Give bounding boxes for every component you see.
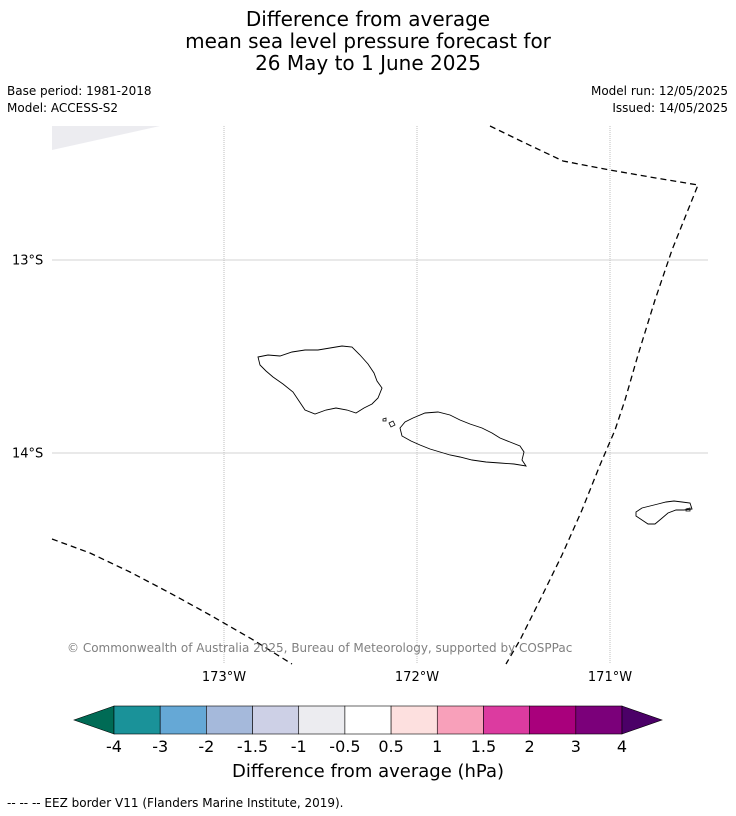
island-tutuila bbox=[635, 500, 693, 525]
colorbar-cell bbox=[252, 705, 300, 735]
model-text: Model: ACCESS-S2 bbox=[7, 101, 119, 115]
title-line-2: mean sea level pressure forecast for bbox=[185, 29, 551, 53]
pressure-anomaly-shading bbox=[52, 126, 160, 150]
eez-border-southwest bbox=[51, 538, 293, 665]
lon-label-172w: 172°W bbox=[394, 670, 440, 685]
colorbar-cell bbox=[298, 705, 346, 735]
colorbar-cell bbox=[159, 705, 207, 735]
chart-title: Difference from average mean sea level p… bbox=[0, 8, 736, 74]
model-run-text: Model run: 12/05/2025 bbox=[590, 84, 728, 98]
colorbar-tick-label: 3 bbox=[570, 737, 581, 756]
island-aunuu bbox=[685, 507, 691, 512]
colorbar-tick-label: -2 bbox=[198, 737, 215, 756]
base-period-text: Base period: 1981-2018 bbox=[7, 84, 152, 98]
lon-label-171w: 171°W bbox=[587, 670, 633, 685]
colorbar-cell bbox=[436, 705, 484, 735]
colorbar bbox=[73, 705, 663, 735]
title-line-1: Difference from average bbox=[245, 7, 491, 31]
colorbar-cell bbox=[529, 705, 577, 735]
eez-legend-note: -- -- -- EEZ border V11 (Flanders Marine… bbox=[7, 796, 344, 810]
colorbar-tick-label: -0.5 bbox=[329, 737, 361, 756]
colorbar-cell bbox=[344, 705, 392, 735]
colorbar-tick-label: -1.5 bbox=[236, 737, 269, 756]
colorbar-title: Difference from average (hPa) bbox=[231, 761, 505, 782]
issued-text: Issued: 14/05/2025 bbox=[612, 101, 728, 115]
island-savaii bbox=[257, 345, 383, 415]
meta-left: Base period: 1981-2018 Model: ACCESS-S2 bbox=[7, 83, 152, 117]
colorbar-cell bbox=[483, 705, 530, 735]
colorbar-tick-label: -3 bbox=[152, 737, 169, 756]
colorbar-extend-high bbox=[621, 705, 663, 735]
colorbar-cell bbox=[575, 705, 623, 735]
colorbar-cell bbox=[390, 705, 438, 735]
colorbar-tick-label: 1.5 bbox=[470, 737, 497, 756]
colorbar-tick-label: -1 bbox=[290, 737, 307, 756]
meta-right: Model run: 12/05/2025 Issued: 14/05/2025 bbox=[591, 83, 728, 117]
colorbar-extend-low bbox=[73, 705, 115, 735]
colorbar-tick-label: 0.5 bbox=[378, 737, 404, 756]
colorbar-tick-label: 4 bbox=[616, 737, 628, 756]
colorbar-cell bbox=[113, 705, 161, 735]
colorbar-cell bbox=[206, 705, 253, 735]
lat-label-14s: 14°S bbox=[12, 446, 44, 462]
eez-border-east bbox=[489, 125, 699, 665]
copyright-text: © Commonwealth of Australia 2025, Bureau… bbox=[67, 641, 573, 655]
lat-label-13s: 13°S bbox=[12, 253, 44, 269]
island-apolima bbox=[382, 417, 387, 422]
colorbar-tick-label: -4 bbox=[106, 737, 122, 756]
colorbar-tick-label: 2 bbox=[524, 737, 535, 756]
island-manono bbox=[388, 420, 396, 428]
colorbar-tick-label: 1 bbox=[432, 737, 443, 756]
title-line-3: 26 May to 1 June 2025 bbox=[255, 51, 481, 75]
island-upolu bbox=[399, 411, 527, 467]
lon-label-173w: 173°W bbox=[201, 670, 247, 685]
